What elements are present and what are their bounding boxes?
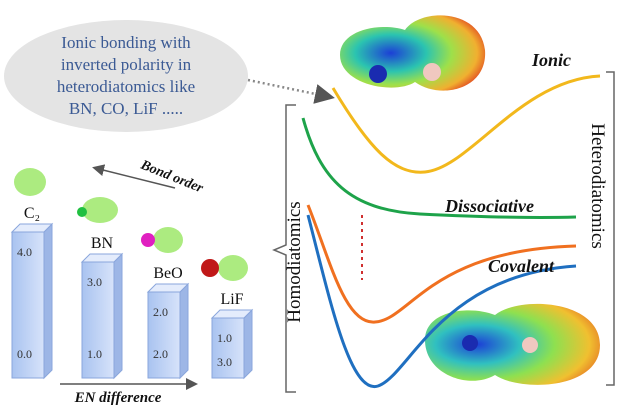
atom: [462, 335, 478, 351]
pointer-arrow: [248, 80, 330, 97]
bubble-line: inverted polarity in: [61, 55, 192, 74]
orbital-icon: [82, 197, 118, 223]
bracket-label: Homodiatomics: [284, 201, 305, 322]
bar-number: 2.0: [153, 347, 168, 361]
bar-side: [114, 254, 122, 378]
bars: C₂ 4.0 0.0 BN 3.0 1.0 BeO 2.0 2.0 LiF 1.0 3.0: [12, 205, 252, 378]
molecule-label: BeO: [153, 265, 182, 282]
atom: [201, 259, 219, 277]
bar-number: 3.0: [87, 275, 102, 289]
curve-label: Dissociative: [444, 196, 534, 216]
bar-number: 2.0: [153, 305, 168, 319]
bubble-line: BN, CO, LiF .....: [69, 99, 183, 118]
bar-number: 1.0: [217, 331, 232, 345]
graphical-abstract: Ionic bonding with inverted polarity in …: [0, 0, 618, 406]
curve-label: Ionic: [531, 50, 571, 70]
bar-side: [44, 224, 52, 378]
molecule-label: C₂: [24, 205, 40, 222]
atom: [423, 63, 441, 81]
bracket-label: Heterodiatomics: [587, 123, 608, 249]
esp-surface: [425, 304, 600, 385]
ionic-curve: [333, 76, 600, 172]
atom: [522, 337, 538, 353]
bar-side: [244, 310, 252, 378]
molecule-label: BN: [91, 235, 114, 252]
bar-number: 4.0: [17, 245, 32, 259]
arrow-label: Bond order: [138, 157, 206, 196]
bubble-line: heterodiatomics like: [57, 77, 195, 96]
atom: [141, 233, 155, 247]
bar: [212, 318, 244, 378]
orbital-icon: [218, 255, 248, 281]
esp-surface: [340, 15, 485, 90]
bubble-line: Ionic bonding with: [61, 33, 191, 52]
bar-side: [180, 284, 188, 378]
atom: [77, 207, 87, 217]
molecule-label: LiF: [220, 291, 243, 308]
bar-number: 1.0: [87, 347, 102, 361]
orbital-icon: [153, 227, 183, 253]
orbital-icon: [14, 168, 46, 196]
arrow-label: EN difference: [74, 390, 162, 406]
atom: [369, 65, 387, 83]
bar-number: 3.0: [217, 355, 232, 369]
bar-number: 0.0: [17, 347, 32, 361]
curve-label: Covalent: [488, 256, 555, 276]
